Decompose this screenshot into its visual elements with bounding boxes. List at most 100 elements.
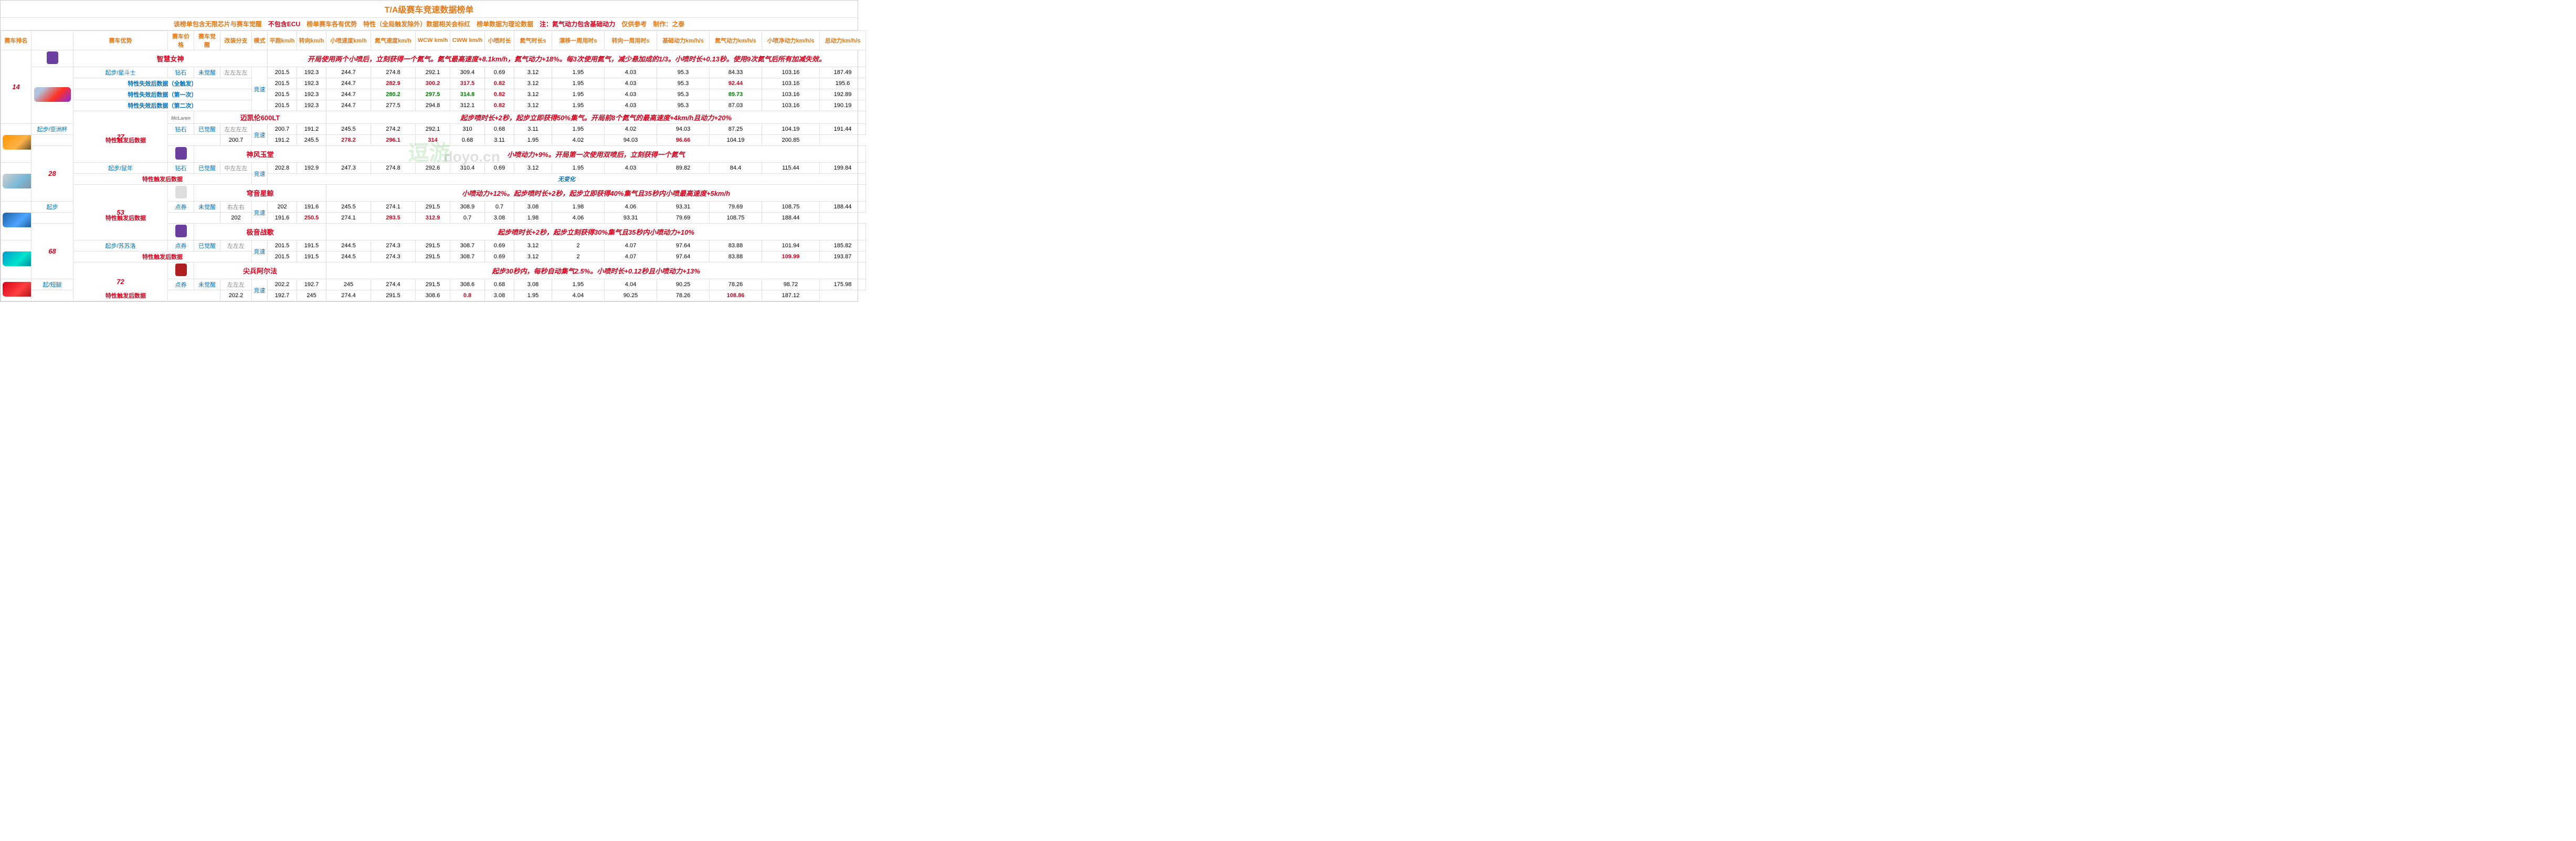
value-cell: 308.7 [450, 251, 485, 262]
trait-text: 小喷动力+12%。起步喷时长+2秒，起步立即获得40%集气且35秒内小喷最高速度… [326, 185, 866, 202]
column-header: 总动力km/h/s [820, 31, 866, 50]
subtitle-segment: 榜单赛车各有优势 [307, 20, 357, 28]
main-title: T/A级赛车竞速数据榜单 [1, 1, 858, 18]
value-cell: 0.7 [450, 213, 485, 224]
value-cell: 4.03 [605, 89, 657, 100]
price-cell: 点券 [168, 202, 194, 213]
car-icon [3, 282, 31, 297]
value-cell: 202 [268, 202, 297, 213]
data-row: 特性失效后数据（全触发）201.5192.3244.7282.9300.2317… [1, 78, 866, 89]
value-cell: 193.87 [820, 251, 866, 262]
value-cell: 98.72 [762, 279, 820, 290]
value-cell: 4.07 [605, 240, 657, 251]
column-header: 模式 [252, 31, 268, 50]
value-cell: 0.69 [485, 240, 514, 251]
leaderboard-container: T/A级赛车竞速数据榜单 该榜单包含无限芯片与赛车觉醒不包含ECU榜单赛车各有优… [0, 0, 858, 302]
value-cell: 4.06 [605, 202, 657, 213]
value-cell: 312.9 [416, 213, 450, 224]
value-cell: 192.9 [297, 163, 326, 174]
value-cell: 90.25 [657, 279, 710, 290]
value-cell: 0.69 [485, 251, 514, 262]
value-cell: 3.08 [514, 279, 552, 290]
value-cell: 2 [552, 240, 605, 251]
badge-cell [168, 224, 194, 240]
data-row: 特性触发后数据202191.6250.5274.1293.5312.90.73.… [1, 213, 866, 224]
value-cell: 292.1 [416, 67, 450, 78]
column-header: 赛车价格 [168, 31, 194, 50]
value-cell: 95.3 [657, 78, 710, 89]
brand-badge-icon [175, 225, 187, 237]
column-header: 转向km/h [297, 31, 326, 50]
value-cell: 294.8 [416, 100, 450, 111]
value-cell: 0.8 [450, 290, 485, 301]
badge-cell: McLaren [168, 111, 194, 124]
value-cell: 245.5 [326, 202, 371, 213]
awake-cell: 未觉醒 [194, 67, 220, 78]
branch-cell: 右左右 [220, 202, 252, 213]
header-row: 赛车排名赛车优势赛车价格赛车觉醒改装分支模式平跑km/h转向km/h小喷速度km… [1, 31, 866, 50]
value-cell: 310 [450, 124, 485, 135]
value-cell: 108.75 [762, 202, 820, 213]
value-cell: 192.3 [297, 100, 326, 111]
car-image-cell [1, 202, 31, 240]
car-image-cell [1, 124, 31, 163]
value-cell: 192.7 [268, 290, 297, 301]
subtitle-segment: 制作：之泰 [653, 20, 684, 28]
column-header: 改装分支 [220, 31, 252, 50]
brand-badge-icon [175, 264, 187, 276]
data-row: 特性失效后数据（第二次）201.5192.3244.7277.5294.8312… [1, 100, 866, 111]
column-header: 小喷净动力km/h/s [762, 31, 820, 50]
nochange-cell: 无变化 [268, 174, 866, 185]
value-cell: 4.07 [605, 251, 657, 262]
value-cell: 192.7 [297, 279, 326, 290]
value-cell: 201.5 [268, 78, 297, 89]
data-row: 特性触发后数据201.5191.5244.5274.3291.5308.70.6… [1, 251, 866, 262]
branch-cell: 左左左 [220, 279, 252, 290]
data-row: 特性失效后数据（第一次）201.5192.3244.7280.2297.5314… [1, 89, 866, 100]
value-cell: 90.25 [605, 290, 657, 301]
value-cell: 3.12 [514, 67, 552, 78]
car-name-row: 27McLaren迈凯伦600LT起步喷时长+2秒，起步立即获得50%集气。开局… [1, 111, 866, 124]
trait-text: 开局使用两个小喷后，立刻获得一个氮气。氮气最高速度+8.1km/h，氮气动力+1… [268, 50, 866, 67]
row-label: 起步/鼠年 [73, 163, 168, 174]
car-name: 尖兵阿尔法 [194, 262, 326, 279]
value-cell: 191.44 [820, 124, 866, 135]
value-cell: 312.1 [450, 100, 485, 111]
price-cell: 钻石 [168, 163, 194, 174]
value-cell: 314.8 [450, 89, 485, 100]
column-header: 氮气速度km/h [371, 31, 416, 50]
value-cell: 250.5 [297, 213, 326, 224]
branch-cell: 左左左 [220, 240, 252, 251]
value-cell: 4.03 [605, 78, 657, 89]
value-cell: 4.04 [552, 290, 605, 301]
subtitle-segment: 注：氮气动力包含基础动力 [540, 20, 615, 28]
value-cell: 190.19 [820, 100, 866, 111]
value-cell: 104.19 [762, 124, 820, 135]
column-header: 基础动力km/h/s [657, 31, 710, 50]
subtitle-segment: 榜单数据为理论数据 [477, 20, 533, 28]
value-cell: 282.9 [371, 78, 416, 89]
value-cell: 92.44 [710, 78, 762, 89]
car-image-cell [1, 279, 31, 301]
value-cell: 188.44 [762, 213, 820, 224]
brand-badge-icon [175, 147, 187, 160]
car-name: 极音战歌 [194, 224, 326, 240]
value-cell: 191.2 [297, 124, 326, 135]
value-cell: 1.95 [552, 163, 605, 174]
badge-cell [168, 185, 194, 202]
value-cell: 103.16 [762, 100, 820, 111]
car-icon [3, 213, 31, 227]
value-cell: 79.69 [657, 213, 710, 224]
row-label: 特性失效后数据（全触发） [73, 78, 252, 89]
value-cell: 244.5 [326, 240, 371, 251]
value-cell: 308.6 [416, 290, 450, 301]
value-cell: 201.5 [268, 100, 297, 111]
price-cell: 钻石 [168, 67, 194, 78]
value-cell: 291.5 [416, 240, 450, 251]
value-cell: 201.5 [268, 251, 297, 262]
row-label: 起步/亚洲杯 [31, 124, 73, 135]
row-label: 起步/星斗士 [73, 67, 168, 78]
value-cell: 97.64 [657, 251, 710, 262]
subtitle-segment: 该榜单包含无限芯片与赛车觉醒 [174, 20, 262, 28]
value-cell: 78.26 [710, 279, 762, 290]
